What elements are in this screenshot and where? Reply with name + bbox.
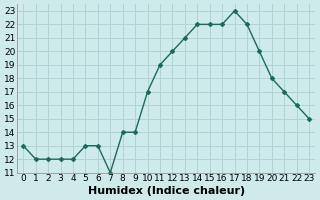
X-axis label: Humidex (Indice chaleur): Humidex (Indice chaleur) — [88, 186, 245, 196]
